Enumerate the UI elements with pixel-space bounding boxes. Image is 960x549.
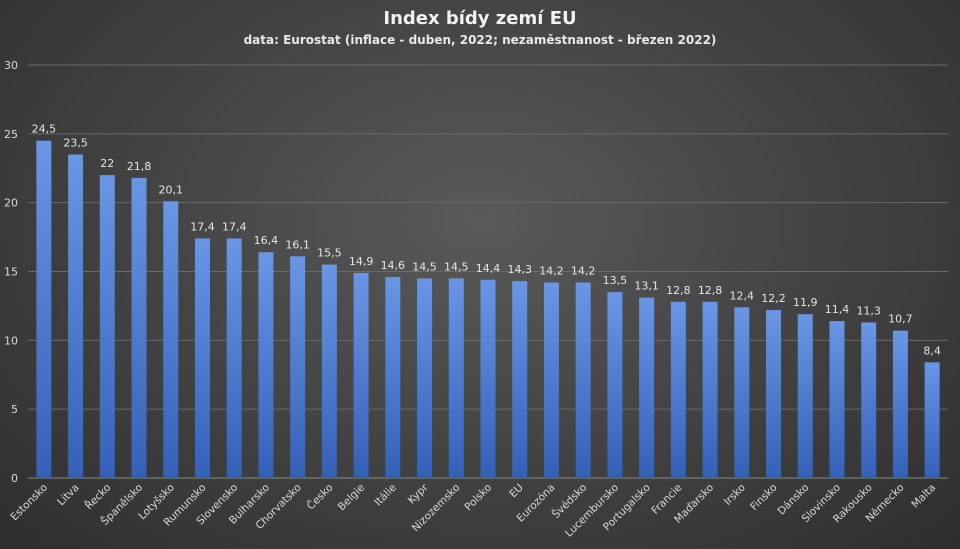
bar [766, 310, 782, 478]
bar [543, 282, 559, 478]
data-label: 13,1 [634, 280, 659, 293]
x-tick-label: Česko [304, 481, 335, 512]
data-label: 8,4 [923, 344, 941, 357]
bars [36, 140, 940, 479]
x-tick-label: Irsko [722, 482, 748, 508]
bar [321, 264, 337, 478]
data-label: 14,9 [349, 255, 374, 268]
bar [639, 297, 655, 478]
bar [226, 238, 242, 478]
data-label: 12,8 [698, 284, 723, 297]
bar [36, 140, 52, 478]
data-label: 20,1 [159, 183, 184, 196]
bar [829, 321, 845, 478]
x-tick-label: Polsko [462, 482, 494, 514]
data-label: 22 [100, 157, 114, 170]
bar [861, 322, 877, 478]
data-label: 14,2 [539, 265, 564, 278]
bar [417, 278, 433, 478]
y-tick-label: 0 [11, 472, 18, 485]
data-label: 15,5 [317, 247, 342, 260]
bar [131, 177, 147, 479]
x-tick-label: Malta [909, 482, 938, 511]
data-label: 13,5 [603, 274, 628, 287]
data-label: 14,2 [571, 265, 596, 278]
bar [575, 282, 591, 478]
y-tick-label: 25 [4, 128, 18, 141]
y-axis: 0 5 10 15 20 25 30 [4, 59, 18, 485]
y-tick-label: 5 [11, 403, 18, 416]
bar [702, 301, 718, 478]
data-label: 12,4 [730, 289, 755, 302]
data-label: 14,5 [412, 260, 437, 273]
bar [797, 314, 813, 478]
x-tick-label: Belgie [336, 482, 368, 514]
data-label: 11,3 [856, 304, 881, 317]
bar [163, 201, 179, 479]
chart-subtitle: data: Eurostat (inflace - duben, 2022; n… [243, 33, 717, 47]
bar [290, 256, 306, 478]
bar [512, 281, 528, 478]
y-tick-label: 15 [4, 266, 18, 279]
x-tick-label: EU [507, 482, 526, 501]
x-axis: Estonsko Litva ŘeckoŠpanělskoLotyšskoRumun… [8, 481, 938, 540]
bar [734, 307, 750, 478]
data-label: 12,2 [761, 292, 786, 305]
data-label: 10,7 [888, 313, 913, 326]
data-label: 11,4 [825, 303, 850, 316]
data-label: 16,4 [254, 234, 279, 247]
bar [258, 252, 274, 478]
bar [607, 292, 623, 478]
x-tick-label: Estonsko [8, 482, 50, 524]
bar [353, 272, 369, 478]
x-tick-label: Litva [55, 482, 82, 509]
bar [68, 154, 84, 478]
x-tick-label: Řecko [82, 481, 113, 512]
bar [194, 238, 210, 478]
bar [385, 277, 401, 478]
x-tick-label: Kypr [406, 481, 431, 506]
data-label: 23,5 [63, 136, 88, 149]
chart-title: Index bídy zemí EU [383, 8, 577, 29]
data-label: 12,8 [666, 284, 691, 297]
x-tick-label: Itálie [372, 482, 399, 509]
data-label: 24,5 [32, 123, 57, 136]
data-label: 17,4 [222, 220, 247, 233]
data-label: 21,8 [127, 160, 152, 173]
data-label: 14,3 [507, 263, 532, 276]
y-tick-label: 10 [4, 334, 18, 347]
y-tick-label: 30 [4, 59, 18, 72]
bar [480, 279, 496, 478]
data-label: 11,9 [793, 296, 818, 309]
gridlines [28, 64, 948, 479]
bar [670, 301, 686, 478]
y-tick-label: 20 [4, 197, 18, 210]
data-label: 17,4 [190, 220, 215, 233]
data-label: 16,1 [285, 238, 310, 251]
data-label: 14,6 [381, 259, 406, 272]
data-label: 14,5 [444, 260, 469, 273]
bar [448, 278, 464, 478]
bar [892, 330, 908, 478]
data-labels: 24,5 23,5 22 21,8 20,1 17,4 17,4 16,4 16,1 15,5 14… [32, 123, 941, 358]
bar [99, 175, 115, 478]
data-label: 14,4 [476, 262, 501, 275]
bar [924, 362, 940, 478]
